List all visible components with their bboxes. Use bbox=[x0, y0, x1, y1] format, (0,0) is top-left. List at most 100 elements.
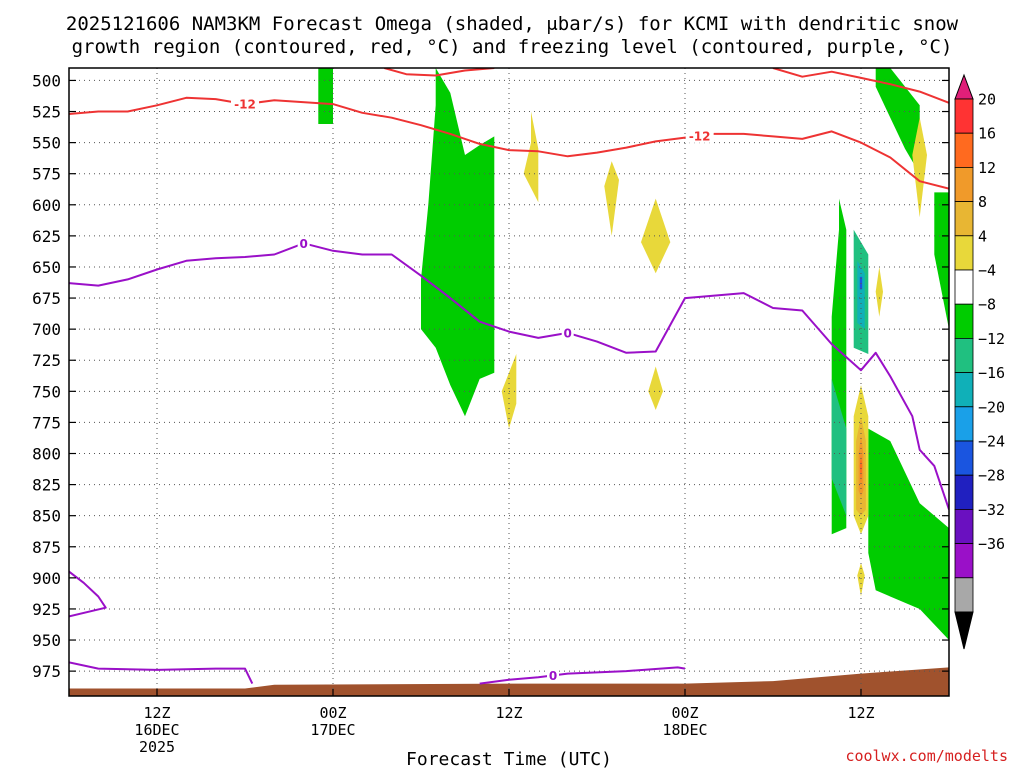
x-tick-label: 00Z bbox=[319, 704, 346, 722]
colorbar-tick-label: −28 bbox=[978, 467, 1005, 485]
y-tick-label: 900 bbox=[32, 569, 61, 588]
freezing-contour-line-lower2 bbox=[479, 666, 686, 685]
colorbar-segment bbox=[954, 440, 974, 476]
contour-label-bg bbox=[297, 236, 310, 251]
contour-label: 0 bbox=[563, 326, 571, 340]
colorbar-tick-label: −12 bbox=[978, 330, 1005, 348]
y-tick-label: 875 bbox=[32, 538, 61, 557]
chart-title-line1: 2025121606 NAM3KM Forecast Omega (shaded… bbox=[66, 13, 959, 35]
y-tick-label: 825 bbox=[32, 476, 61, 495]
colorbar-tick-label: −8 bbox=[978, 296, 996, 314]
colorbar-segment bbox=[954, 543, 974, 579]
colorbar-tick-label: −4 bbox=[978, 262, 996, 280]
contour-label-bg bbox=[561, 325, 574, 340]
x-tick-label: 18DEC bbox=[662, 721, 707, 739]
colorbar-segment bbox=[954, 508, 974, 544]
y-tick-label: 675 bbox=[32, 289, 61, 308]
x-tick-label: 12Z bbox=[143, 704, 170, 722]
dgz-contour-line bbox=[69, 96, 949, 190]
colorbar-bottom-triangle bbox=[954, 611, 974, 650]
colorbar-segment bbox=[954, 201, 974, 237]
y-tick-label: 700 bbox=[32, 320, 61, 339]
chart-title-line2: growth region (contoured, red, °C) and f… bbox=[72, 36, 953, 58]
colorbar-segment bbox=[954, 132, 974, 168]
omega-region bbox=[857, 260, 865, 330]
colorbar-segment bbox=[954, 372, 974, 408]
x-tick-label: 2025 bbox=[139, 738, 175, 756]
contour-label: 0 bbox=[299, 237, 307, 251]
y-tick-label: 575 bbox=[32, 165, 61, 184]
x-tick-label: 12Z bbox=[495, 704, 522, 722]
y-tick-label: 775 bbox=[32, 413, 61, 432]
contour-label-bg bbox=[547, 668, 559, 683]
colorbar-segment bbox=[954, 303, 974, 339]
colorbar-tick-label: 20 bbox=[978, 91, 996, 109]
omega-region bbox=[875, 267, 883, 317]
colorbar-tick-label: 4 bbox=[978, 227, 987, 245]
colorbar-segment bbox=[954, 98, 974, 134]
grid-layer bbox=[69, 68, 949, 696]
terrain-surface bbox=[69, 667, 949, 696]
colorbar-segment bbox=[954, 577, 974, 613]
colorbar-segment bbox=[954, 406, 974, 442]
colorbar-segment bbox=[954, 269, 974, 305]
omega-region bbox=[604, 161, 619, 236]
x-tick-label: 12Z bbox=[847, 704, 874, 722]
omega-region bbox=[421, 68, 495, 417]
colorbar-tick-label: 12 bbox=[978, 159, 996, 177]
colorbar-segment bbox=[954, 337, 974, 373]
contour-label: 0 bbox=[549, 669, 557, 683]
x-tick-label: 16DEC bbox=[134, 721, 179, 739]
colorbar-tick-label: 16 bbox=[978, 125, 996, 143]
freezing-contour-line-lower bbox=[69, 661, 254, 685]
x-tick-label: 00Z bbox=[671, 704, 698, 722]
omega-region bbox=[912, 117, 927, 218]
omega-region bbox=[641, 198, 671, 274]
y-axis: 500 525 550 575 600 625 650 675 700 725 750 775 800 8… bbox=[32, 71, 949, 681]
contour-label-bg bbox=[231, 97, 259, 112]
omega-region bbox=[318, 68, 333, 124]
colorbar-tick-label: −16 bbox=[978, 364, 1005, 382]
freezing-contour-line-edge bbox=[69, 570, 107, 618]
omega-region bbox=[523, 111, 539, 203]
y-tick-label: 925 bbox=[32, 600, 61, 619]
dgz-contour-line-right bbox=[772, 68, 949, 104]
y-tick-label: 500 bbox=[32, 71, 61, 90]
y-tick-label: 750 bbox=[32, 382, 61, 401]
y-tick-label: 550 bbox=[32, 134, 61, 153]
colorbar-tick-label: −36 bbox=[978, 535, 1005, 553]
colorbar-top-triangle bbox=[954, 73, 974, 100]
omega-region bbox=[875, 68, 920, 174]
omega-region bbox=[831, 378, 847, 516]
y-tick-label: 975 bbox=[32, 662, 61, 681]
colorbar-tick-label: 8 bbox=[978, 193, 987, 211]
contour-label-bg bbox=[685, 128, 714, 143]
colorbar: 20 16 12 8 4 −4 −8 −12 −16 −20 −24 −28 −32 −36 bbox=[954, 73, 1005, 650]
y-tick-label: 600 bbox=[32, 196, 61, 215]
omega-region bbox=[859, 453, 863, 485]
colorbar-tick-label: −24 bbox=[978, 433, 1005, 451]
omega-region bbox=[868, 428, 949, 640]
omega-region bbox=[648, 366, 663, 410]
contour-label: -12 bbox=[689, 129, 711, 143]
omega-region bbox=[934, 192, 949, 330]
credit-text: coolwx.com/modelts bbox=[845, 747, 1008, 765]
colorbar-segment bbox=[954, 474, 974, 510]
omega-shading-layer bbox=[318, 68, 949, 640]
colorbar-tick-label: −20 bbox=[978, 398, 1005, 416]
x-tick-label: 17DEC bbox=[310, 721, 355, 739]
terrain-layer bbox=[69, 667, 949, 696]
y-tick-label: 625 bbox=[32, 227, 61, 246]
dgz-contour-line-upper bbox=[384, 68, 495, 77]
x-axis-label: Forecast Time (UTC) bbox=[406, 749, 612, 768]
colorbar-segment bbox=[954, 166, 974, 202]
y-tick-label: 800 bbox=[32, 445, 61, 464]
colorbar-segment bbox=[954, 235, 974, 271]
contour-label: -12 bbox=[234, 98, 256, 112]
contour-layer: -12 -12 0 0 0 bbox=[69, 68, 949, 685]
colorbar-tick-label: −32 bbox=[978, 501, 1005, 519]
y-tick-label: 650 bbox=[32, 258, 61, 277]
omega-region bbox=[857, 562, 865, 597]
